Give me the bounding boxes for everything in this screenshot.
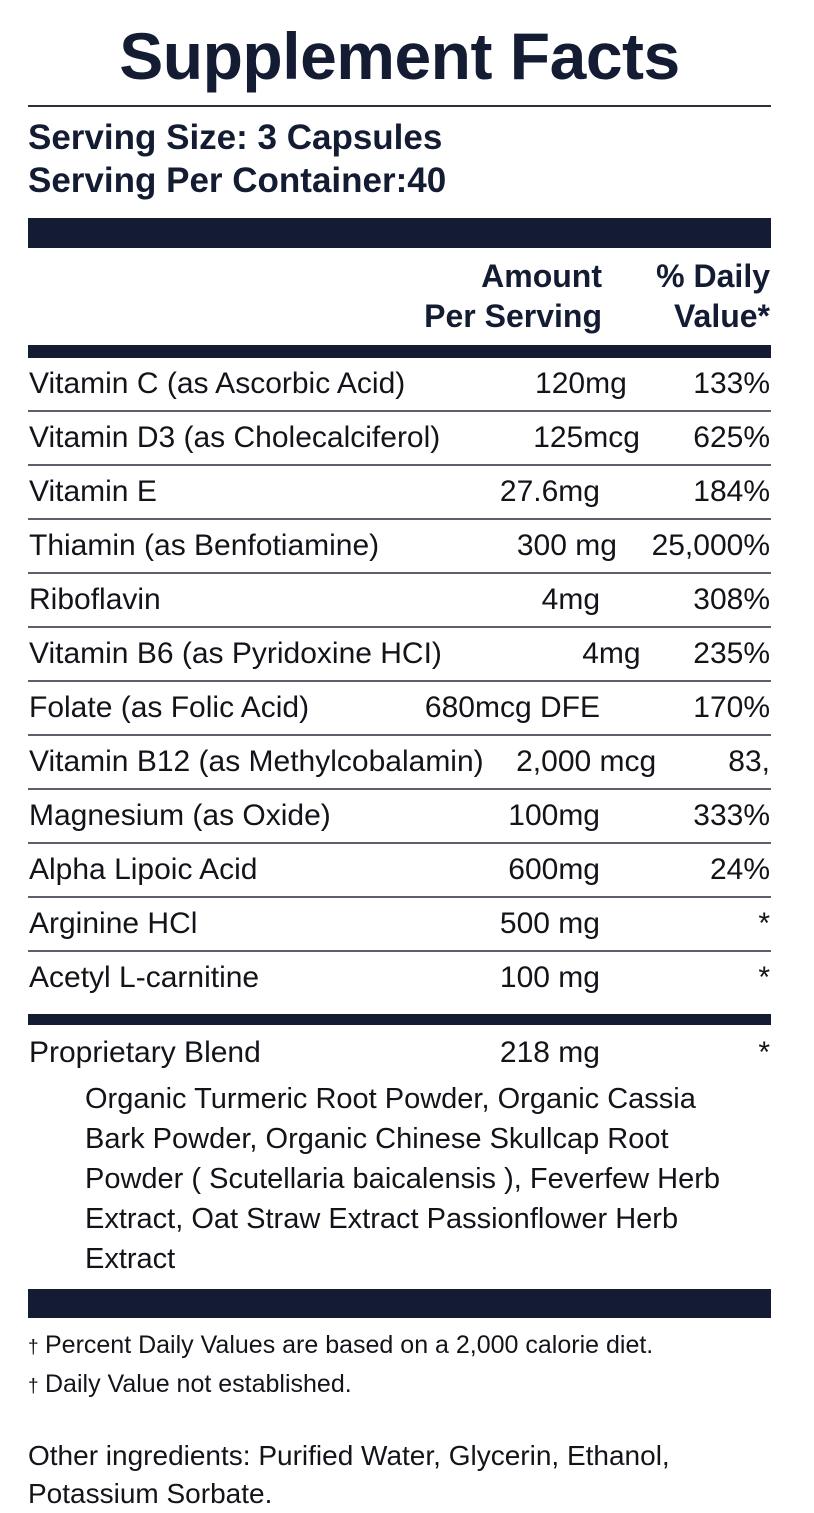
blend-daily-value: * <box>758 1036 770 1069</box>
footnotes: † Percent Daily Values are based on a 2,0… <box>28 1318 771 1405</box>
nutrient-daily-value: 133% <box>693 367 770 400</box>
nutrient-name: Vitamin B6 (as Pyridoxine HCI) <box>29 637 442 670</box>
nutrient-daily-value: 625% <box>693 421 770 454</box>
nutrient-amount: 120mg <box>535 367 627 400</box>
table-row: Arginine HCl 500 mg * <box>28 898 771 952</box>
footnote-text: Daily Value not established. <box>45 1370 352 1398</box>
nutrient-name: Vitamin B12 (as Methylcobalamin) <box>29 745 484 778</box>
nutrient-table: Vitamin C (as Ascorbic Acid) 120mg 133% Vit… <box>28 358 771 1006</box>
nutrient-amount: 125mcg <box>533 421 640 454</box>
footnote-item: † Percent Daily Values are based on a 2,0… <box>28 1327 771 1366</box>
proprietary-blend-row: Proprietary Blend 218 mg * <box>28 1025 771 1073</box>
nutrient-amount: 100 mg <box>499 961 600 994</box>
table-row: Vitamin E 27.6mg 184% <box>28 466 771 520</box>
nutrient-amount: 300 mg <box>516 529 617 562</box>
serving-info: Serving Size: 3 Capsules Serving Per Con… <box>28 116 771 202</box>
table-row: Folate (as Folic Acid) 680mcg DFE 170% <box>28 682 771 736</box>
nutrient-daily-value: 25,000% <box>651 529 770 562</box>
nutrient-name: Alpha Lipoic Acid <box>29 853 258 886</box>
nutrient-amount: 100mg <box>508 799 600 832</box>
nutrient-amount: 4mg <box>582 637 641 670</box>
serving-size: Serving Size: 3 Capsules <box>28 118 443 157</box>
table-row: Acetyl L-carnitine 100 mg * <box>28 952 771 1006</box>
nutrient-daily-value: 184% <box>693 475 770 508</box>
supplement-facts-panel: Supplement Facts Serving Size: 3 Capsule… <box>9 9 790 1408</box>
blend-separator-bar <box>28 1014 771 1025</box>
nutrient-name: Folate (as Folic Acid) <box>29 691 310 724</box>
nutrient-daily-value: * <box>758 961 770 994</box>
nutrient-daily-value: 235% <box>693 637 770 670</box>
page-title: Supplement Facts <box>119 19 680 93</box>
blend-ingredients-list: Organic Turmeric Root Powder, Organic Ca… <box>85 1083 721 1275</box>
table-row: Vitamin B6 (as Pyridoxine HCI) 4mg 235% <box>28 628 771 682</box>
other-ingredients: Other ingredients: Purified Water, Glyce… <box>28 1440 670 1509</box>
header-bar-medium <box>28 345 771 358</box>
nutrient-daily-value: 24% <box>709 853 770 886</box>
nutrient-amount: 4mg <box>541 583 600 616</box>
nutrient-name: Arginine HCl <box>29 907 198 940</box>
nutrient-amount: 2,000 mcg <box>516 745 657 778</box>
title-divider <box>28 105 771 107</box>
panel-content: Supplement Facts Serving Size: 3 Capsule… <box>9 9 790 1408</box>
header-bar-thick <box>28 218 771 248</box>
nutrient-name: Vitamin C (as Ascorbic Acid) <box>29 367 406 400</box>
dagger-icon: † <box>28 1376 39 1397</box>
table-row: Thiamin (as Benfotiamine) 300 mg 25,000% <box>28 520 771 574</box>
table-row: Magnesium (as Oxide) 100mg 333% <box>28 790 771 844</box>
nutrient-name: Vitamin D3 (as Cholecalciferol) <box>29 421 441 454</box>
nutrient-name: Magnesium (as Oxide) <box>29 799 331 832</box>
nutrient-daily-value: * <box>758 907 770 940</box>
nutrient-amount: 27.6mg <box>499 475 600 508</box>
table-row: Vitamin D3 (as Cholecalciferol) 125mcg 625… <box>28 412 771 466</box>
nutrient-amount: 500 mg <box>499 907 600 940</box>
table-row: Riboflavin 4mg 308% <box>28 574 771 628</box>
daily-value-header: % Daily Value* <box>656 258 770 334</box>
nutrient-daily-value: 333% <box>693 799 770 832</box>
amount-per-serving-header: Amount Per Serving <box>424 258 602 334</box>
nutrient-daily-value: 308% <box>693 583 770 616</box>
nutrient-name: Acetyl L-carnitine <box>29 961 260 994</box>
footnote-item: † Daily Value not established. <box>28 1366 771 1405</box>
nutrient-name: Thiamin (as Benfotiamine) <box>29 529 380 562</box>
footnote-text: Percent Daily Values are based on a 2,00… <box>45 1331 654 1359</box>
table-row: Alpha Lipoic Acid 600mg 24% <box>28 844 771 898</box>
serving-per-container: Serving Per Container:40 <box>28 161 447 200</box>
dagger-icon: † <box>28 1337 39 1358</box>
nutrient-daily-value: 170% <box>693 691 770 724</box>
nutrient-name: Vitamin E <box>29 475 157 508</box>
table-row: Vitamin C (as Ascorbic Acid) 120mg 133% <box>28 358 771 412</box>
nutrient-name: Riboflavin <box>29 583 161 616</box>
column-headers: Amount Per Serving % Daily Value* <box>28 256 771 336</box>
nutrient-amount: 600mg <box>508 853 600 886</box>
nutrient-amount: 680mcg DFE <box>424 691 600 724</box>
blend-name: Proprietary Blend <box>29 1036 261 1069</box>
nutrient-daily-value: 83, <box>728 745 770 778</box>
table-row: Vitamin B12 (as Methylcobalamin) 2,000 mc… <box>28 736 771 790</box>
footnote-bar <box>28 1289 771 1318</box>
blend-amount: 218 mg <box>499 1036 600 1069</box>
